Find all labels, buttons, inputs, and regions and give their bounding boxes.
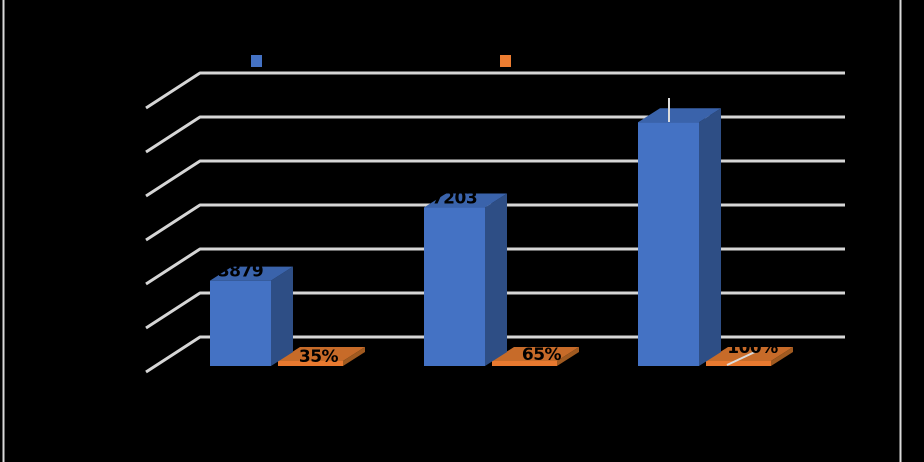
gridline bbox=[145, 159, 845, 198]
percent-data-label: 100% bbox=[727, 338, 778, 358]
category-group bbox=[424, 193, 579, 366]
percent-bar-front-face bbox=[492, 361, 557, 366]
value-bar-top-face bbox=[424, 193, 507, 208]
percent-data-label: 65% bbox=[522, 345, 562, 365]
value-bar-side-face bbox=[699, 108, 721, 367]
percent-bar-side-face bbox=[343, 347, 365, 366]
value-bar-front-face bbox=[424, 207, 485, 366]
gridline bbox=[145, 115, 845, 154]
percent-bar-front-face bbox=[278, 361, 343, 366]
percent-bar-top-face bbox=[278, 347, 365, 361]
value-bar-side-face bbox=[485, 193, 507, 366]
gridline bbox=[145, 335, 845, 374]
value-bar-side-face bbox=[271, 266, 293, 366]
legend bbox=[251, 55, 511, 67]
legend-marker-series1 bbox=[251, 55, 262, 67]
percent-bar-front-face bbox=[706, 361, 771, 366]
value-bar-top-face bbox=[210, 266, 293, 281]
value-bar-front-face bbox=[210, 280, 271, 366]
gridlines bbox=[145, 71, 845, 374]
gridline bbox=[145, 247, 845, 286]
gridline bbox=[145, 291, 845, 330]
percent-data-label: 35% bbox=[299, 347, 339, 367]
percent-bar-side-face bbox=[557, 347, 579, 366]
percent-bar-side-face bbox=[771, 347, 793, 366]
gridline bbox=[145, 71, 845, 110]
value-bar-front-face bbox=[638, 122, 699, 366]
value-bar-top-face bbox=[638, 108, 721, 123]
category-group bbox=[638, 108, 793, 367]
legend-marker-series2 bbox=[500, 55, 511, 67]
value-data-label: 3879 bbox=[218, 262, 263, 282]
category-group bbox=[210, 266, 365, 366]
data-label-leader-line bbox=[726, 350, 758, 366]
gridline bbox=[145, 203, 845, 242]
percent-bar-top-face bbox=[492, 347, 579, 361]
value-data-label: 7203 bbox=[432, 189, 477, 209]
